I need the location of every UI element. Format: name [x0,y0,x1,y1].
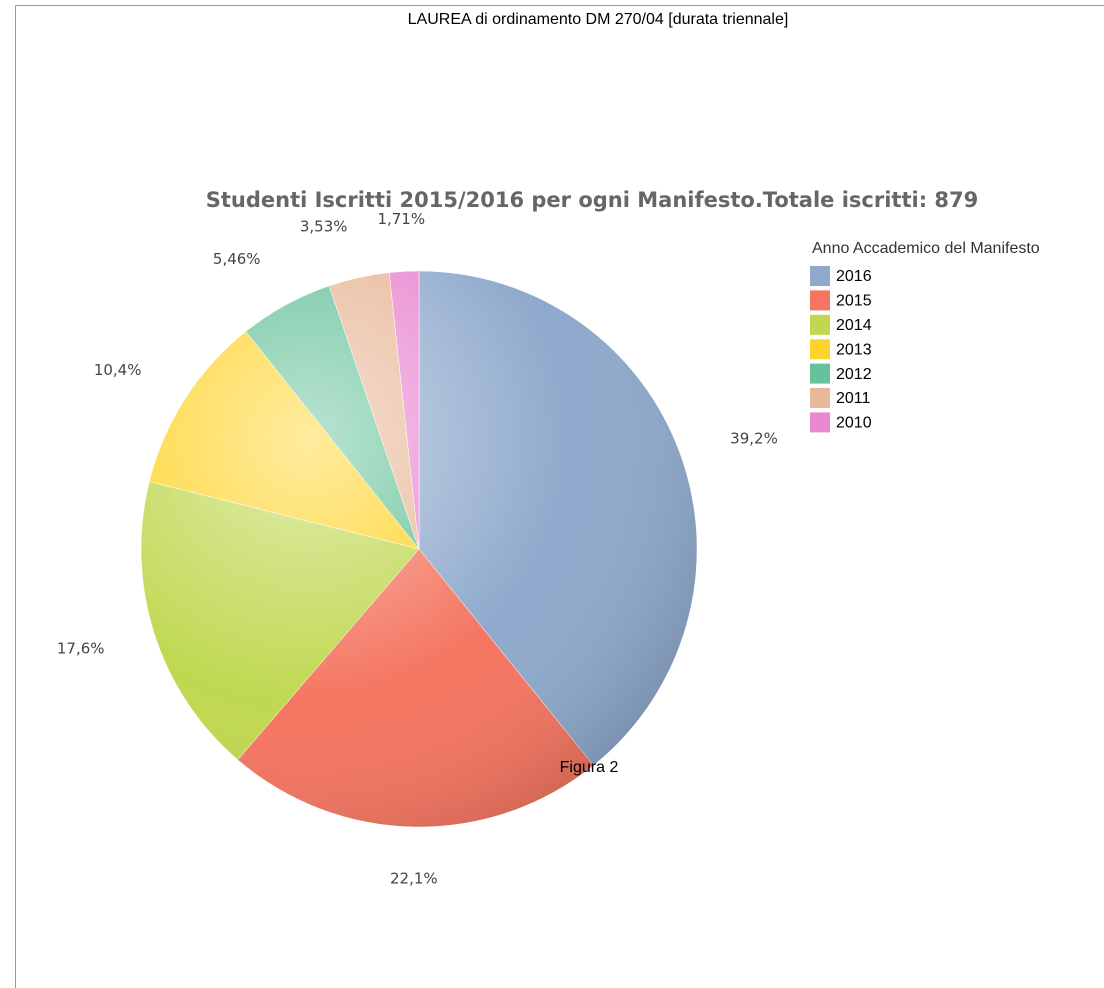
legend-swatch [810,363,830,384]
legend-swatch [810,412,830,433]
legend-label: 2016 [836,268,872,285]
data-label: 39,2% [730,430,778,448]
data-label: 1,71% [377,210,425,228]
legend-label: 2012 [836,366,872,383]
legend-swatch [810,290,830,311]
data-label: 22,1% [390,869,438,887]
data-label: 5,46% [213,250,261,268]
legend-label: 2015 [836,293,872,310]
legend-label: 2010 [836,415,872,432]
legend-label: 2013 [836,341,872,358]
legend-swatch [810,314,830,335]
legend-label: 2014 [836,317,872,334]
legend-title: Anno Accademico del Manifesto [812,240,1040,257]
data-label: 10,4% [94,361,142,379]
legend-swatch [810,388,830,408]
chart-title: Studenti Iscritti 2015/2016 per ogni Man… [206,188,979,212]
caption: Figura 2 [560,759,619,776]
page-title: LAUREA di ordinamento DM 270/04 [durata … [408,11,789,28]
data-label: 3,53% [300,217,348,235]
data-label: 17,6% [57,640,105,658]
legend-swatch [810,266,830,286]
legend-swatch [810,339,830,360]
pie [140,270,698,828]
legend-label: 2011 [836,390,871,407]
